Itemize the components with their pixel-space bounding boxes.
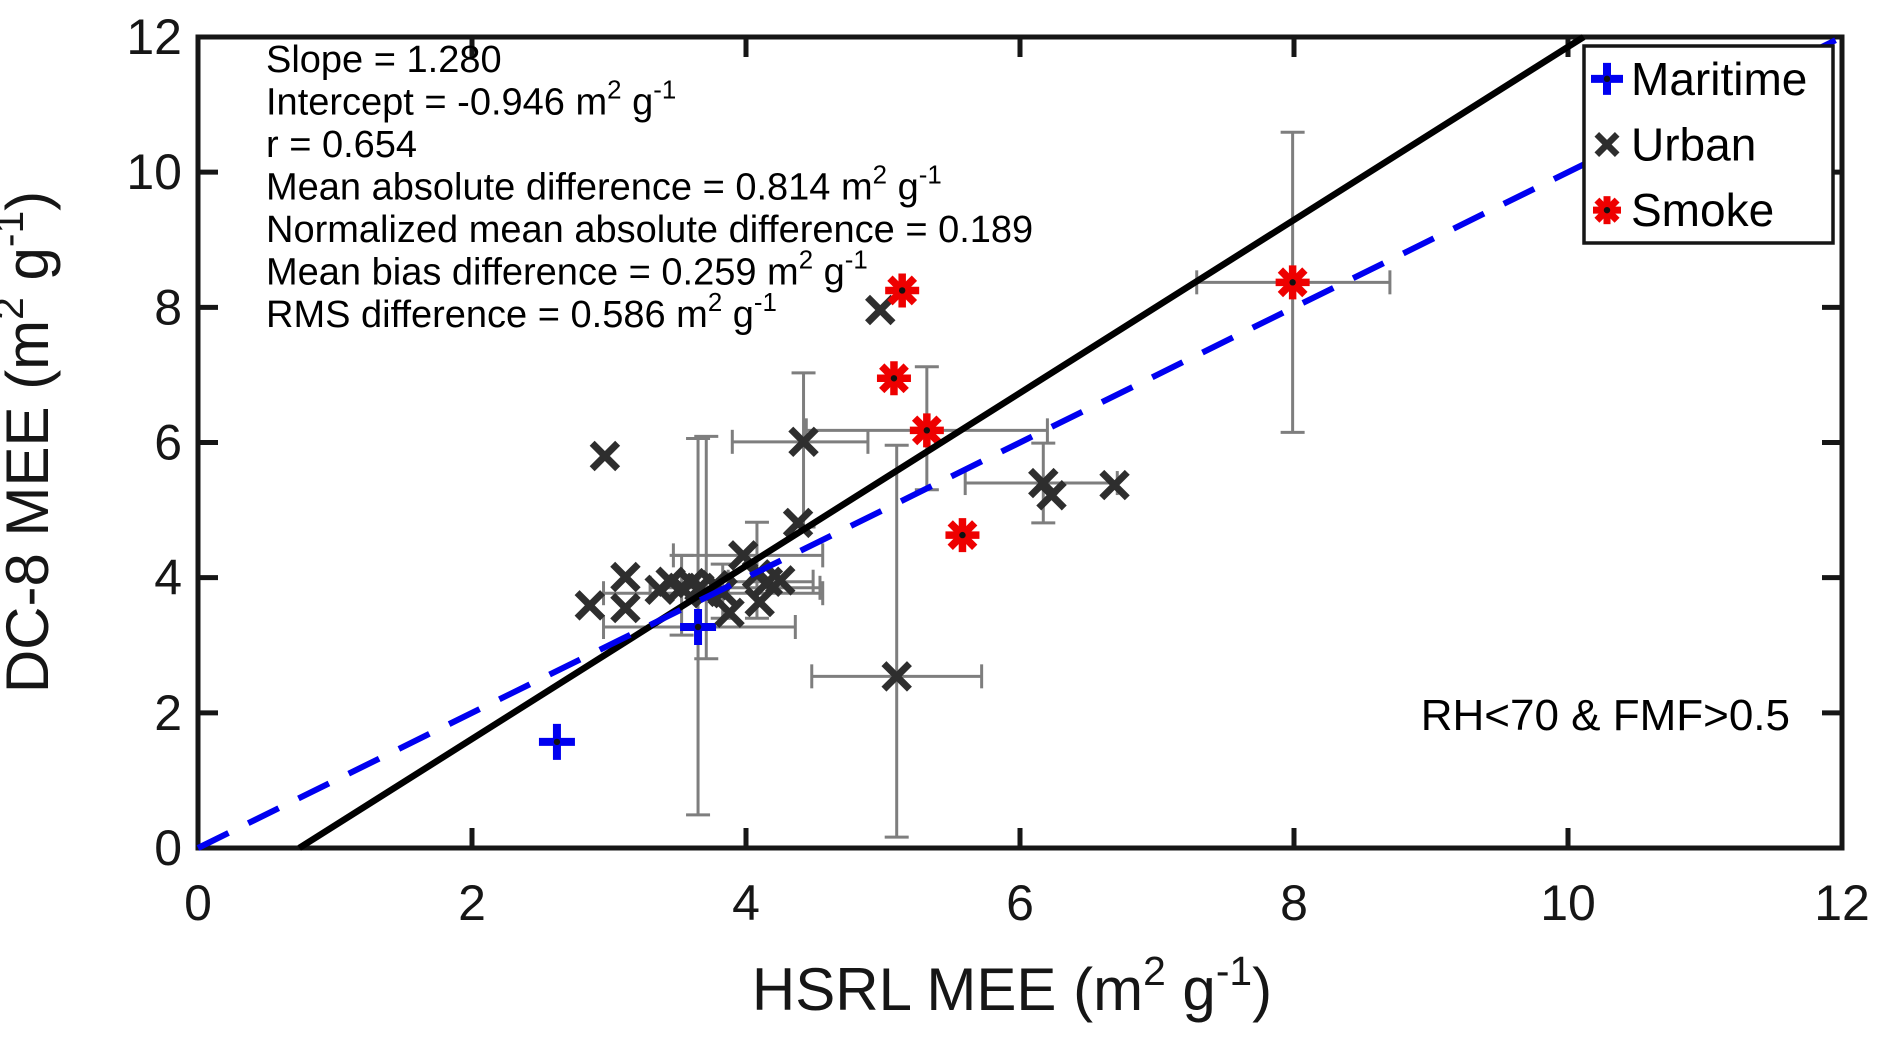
x-stroke [765, 565, 796, 596]
y-tick-label: 6 [154, 415, 182, 471]
urban-point [574, 590, 606, 621]
urban-point [788, 426, 819, 458]
marker-center-dot [1289, 279, 1296, 286]
marker-center-dot [553, 738, 561, 746]
x-tick-label: 6 [1006, 875, 1034, 931]
marker-center-dot [898, 287, 906, 294]
x-tick-label: 12 [1814, 875, 1870, 931]
marker-center-dot [890, 375, 898, 382]
regression-line [297, 34, 1586, 851]
x-stroke [1036, 479, 1067, 511]
marker-center-dot [694, 623, 702, 631]
maritime-point [538, 723, 575, 760]
stats-line: Intercept = -0.946 m2 g-1 [266, 77, 676, 124]
x-stroke [782, 507, 814, 539]
y-tick-label: 8 [154, 279, 182, 335]
x-stroke [589, 440, 621, 472]
marker-center-dot [923, 427, 931, 434]
x-tick-label: 4 [732, 875, 760, 931]
x-stroke [714, 597, 745, 629]
marker-center-dot [1603, 75, 1611, 83]
x-stroke [881, 661, 912, 692]
y-tick-label: 0 [154, 820, 182, 876]
y-tick-label: 4 [154, 550, 182, 606]
legend: Maritime Urban Smoke [1582, 44, 1835, 245]
y-tick-label: 10 [126, 144, 182, 200]
smoke-point [909, 413, 944, 448]
stats-line: Normalized mean absolute difference = 0.… [266, 209, 1033, 251]
x-tick-label: 0 [184, 875, 212, 931]
stats-line: Mean bias difference = 0.259 m2 g-1 [266, 247, 868, 294]
marker-center-dot [959, 531, 966, 539]
x-stroke [574, 590, 606, 621]
plus-legend-icon [1591, 62, 1623, 95]
maritime-point [680, 609, 717, 646]
legend-label: Maritime [1631, 53, 1807, 105]
x-stroke [1099, 469, 1130, 501]
series-smoke [876, 265, 1310, 553]
x-stroke [610, 592, 641, 624]
urban-point [714, 597, 745, 629]
x-stroke [728, 540, 759, 571]
x-stroke [788, 426, 819, 458]
urban-point [610, 592, 641, 624]
smoke-point [1275, 265, 1310, 300]
smoke-point [945, 518, 980, 553]
legend-box [1582, 44, 1835, 245]
urban-point [610, 561, 641, 593]
legend-label: Smoke [1631, 184, 1774, 236]
x-axis-label: HSRL MEE (m2 g-1) [752, 948, 1272, 1023]
x-stroke [1594, 132, 1620, 157]
legend-item-urban: Urban [1594, 119, 1756, 171]
y-tick-label: 12 [126, 9, 182, 65]
legend-item-smoke: Smoke [1593, 184, 1774, 236]
stats-line: RMS difference = 0.586 m2 g-1 [266, 289, 777, 336]
urban-point [1036, 479, 1067, 511]
legend-item-maritime: Maritime [1591, 53, 1807, 105]
asterisk-legend-icon [1593, 196, 1621, 225]
x-stroke [610, 561, 641, 593]
one-to-one-line [196, 34, 1844, 851]
legend-label: Urban [1631, 119, 1756, 171]
y-tick-label: 2 [154, 685, 182, 741]
x-stroke [865, 294, 896, 326]
series-maritime [538, 609, 717, 760]
x-tick-label: 10 [1540, 875, 1596, 931]
x-tick-label: 2 [458, 875, 486, 931]
x-tick-label: 8 [1280, 875, 1308, 931]
axes: 0 2 4 6 8 10 12 0 2 4 6 8 10 12 [126, 9, 1869, 931]
x-legend-icon [1594, 132, 1620, 157]
stats-line: Mean absolute difference = 0.814 m2 g-1 [266, 162, 942, 209]
condition-annotation: RH<70 & FMF>0.5 [1421, 691, 1790, 740]
urban-point [881, 661, 912, 692]
marker-center-dot [1603, 206, 1611, 214]
smoke-point [885, 273, 920, 308]
urban-point [765, 565, 796, 596]
urban-point [589, 440, 621, 472]
stats-line: r = 0.654 [266, 124, 417, 166]
urban-point [1099, 469, 1130, 501]
smoke-point [876, 361, 911, 396]
stats-line: Slope = 1.280 [266, 39, 502, 81]
urban-point [865, 294, 896, 326]
y-axis-label: DC-8 MEE (m2 g-1) [0, 191, 61, 693]
